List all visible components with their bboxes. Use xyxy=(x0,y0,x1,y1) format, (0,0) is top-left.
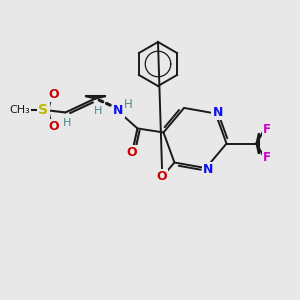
Text: N: N xyxy=(203,163,213,176)
Text: F: F xyxy=(262,123,271,136)
Text: S: S xyxy=(38,103,49,117)
Text: N: N xyxy=(212,106,223,119)
Text: F: F xyxy=(262,151,271,164)
Text: O: O xyxy=(48,120,59,133)
Text: N: N xyxy=(113,104,124,117)
Text: H: H xyxy=(63,118,72,128)
Text: H: H xyxy=(94,106,103,116)
Text: H: H xyxy=(124,98,133,111)
Text: O: O xyxy=(126,146,137,159)
Text: O: O xyxy=(156,170,167,183)
Text: CH₃: CH₃ xyxy=(9,105,30,116)
Text: O: O xyxy=(48,88,59,101)
